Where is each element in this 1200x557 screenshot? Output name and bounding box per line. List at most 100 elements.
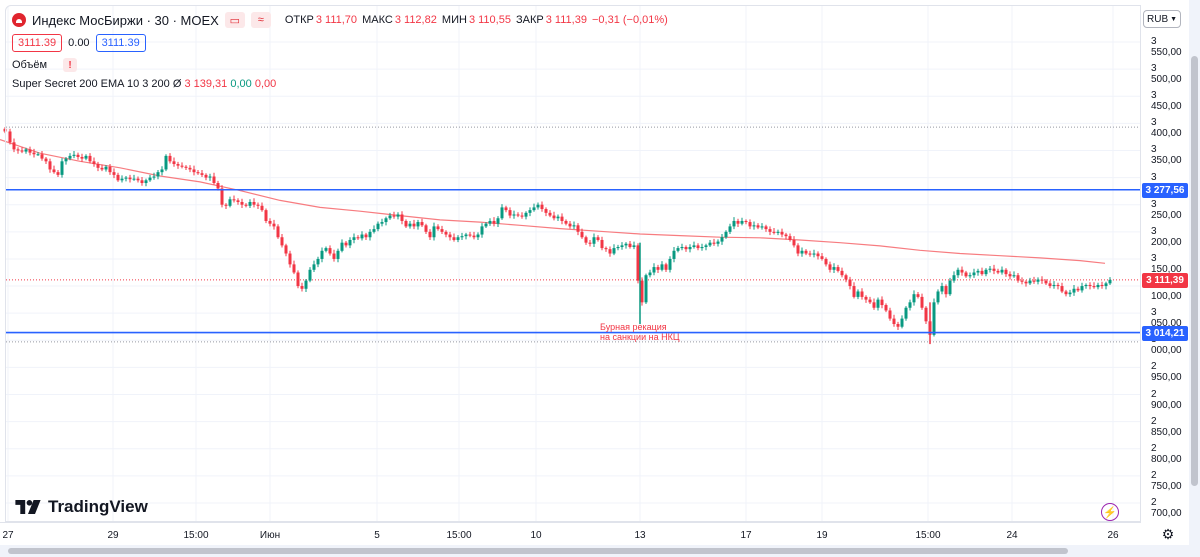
candle-body bbox=[148, 177, 152, 181]
candle-body bbox=[1068, 292, 1072, 295]
candle-body bbox=[408, 223, 412, 227]
candle-body bbox=[932, 302, 936, 335]
buy-price-button[interactable]: 3111.39 bbox=[95, 34, 146, 52]
candle-body bbox=[56, 172, 60, 175]
time-axis[interactable]: 27 29 15:00 Июн 5 15:00 10 13 17 19 15:00 24 26 bbox=[0, 522, 1141, 545]
candle-body bbox=[180, 165, 184, 167]
scrollbar-thumb-horizontal[interactable] bbox=[8, 548, 1068, 554]
warning-icon[interactable]: ! bbox=[63, 58, 78, 72]
candle-body bbox=[804, 250, 808, 254]
candle-body bbox=[676, 248, 680, 251]
currency-selector[interactable]: RUB ▼ bbox=[1143, 10, 1181, 28]
open-value: 3 111,70 bbox=[315, 14, 358, 26]
candle-body bbox=[8, 131, 12, 143]
candle-body bbox=[40, 154, 44, 159]
candle-body bbox=[344, 242, 348, 246]
price-chart[interactable] bbox=[0, 0, 1141, 522]
upper-level-price-label: 3 277,56 bbox=[1142, 182, 1188, 198]
spread-value: 0.00 bbox=[68, 37, 90, 49]
candle-body bbox=[104, 166, 108, 170]
horizontal-scrollbar[interactable] bbox=[0, 545, 1189, 557]
time-axis-tick: 19 bbox=[816, 530, 828, 541]
candle-body bbox=[88, 155, 92, 162]
candle-body bbox=[224, 204, 228, 206]
candle-body bbox=[460, 236, 464, 238]
candle-body bbox=[788, 236, 792, 240]
candle-body bbox=[736, 220, 740, 224]
candle-body bbox=[572, 225, 576, 227]
candle-body bbox=[628, 243, 632, 248]
candle-body bbox=[184, 166, 188, 168]
candle-body bbox=[1040, 279, 1044, 281]
chart-annotation[interactable]: Бурная рекация на санкции на НКЦ bbox=[600, 322, 679, 342]
candle-body bbox=[396, 214, 400, 217]
candle-body bbox=[608, 249, 612, 254]
candle-body bbox=[600, 239, 604, 249]
candle-body bbox=[456, 237, 460, 240]
sell-price-button[interactable]: 3111.39 bbox=[12, 34, 63, 52]
candle-body bbox=[144, 180, 148, 184]
candle-body bbox=[236, 200, 240, 202]
candle-body bbox=[368, 231, 372, 238]
candle-body bbox=[1052, 284, 1056, 287]
candle-body bbox=[988, 268, 992, 270]
candle-body bbox=[872, 302, 876, 308]
indicator-value-3: 0,00 bbox=[254, 78, 277, 90]
waves-icon[interactable]: ≈ bbox=[250, 12, 271, 28]
candle-body bbox=[216, 183, 220, 189]
candle-body bbox=[760, 226, 764, 228]
candle-body bbox=[640, 280, 644, 303]
candle-body bbox=[972, 272, 976, 276]
gear-icon[interactable]: ⚙ bbox=[1161, 526, 1175, 542]
candle-body bbox=[320, 250, 324, 259]
candle-body bbox=[360, 234, 364, 239]
candle-body bbox=[612, 248, 616, 254]
indicator-legend[interactable]: Super Secret 200 EMA 10 3 200 Ø 3 139,31… bbox=[12, 78, 276, 90]
candle-body bbox=[1076, 288, 1080, 291]
candle-body bbox=[800, 250, 804, 254]
high-label: МАКС bbox=[362, 14, 393, 26]
candle-body bbox=[260, 205, 264, 211]
candle-body bbox=[696, 245, 700, 249]
volume-legend[interactable]: Объём ! bbox=[12, 58, 78, 72]
chart-style-icon[interactable]: ▭ bbox=[224, 12, 245, 28]
candle-body bbox=[128, 177, 132, 180]
candle-body bbox=[312, 264, 316, 270]
candle-body bbox=[228, 199, 232, 206]
annotation-line-2: на санкции на НКЦ bbox=[600, 332, 680, 342]
price-axis-tick: 3 350,00 bbox=[1151, 144, 1182, 167]
candle-body bbox=[864, 296, 868, 300]
candle-body bbox=[232, 199, 236, 201]
scrollbar-thumb[interactable] bbox=[1191, 56, 1198, 486]
candle-body bbox=[348, 239, 352, 246]
candle-body bbox=[852, 286, 856, 297]
symbol-title[interactable]: Индекс МосБиржи · 30 · MOEX bbox=[32, 12, 219, 28]
candle-body bbox=[508, 210, 512, 216]
vertical-scrollbar[interactable] bbox=[1189, 0, 1200, 557]
candle-body bbox=[752, 225, 756, 227]
candle-body bbox=[892, 318, 896, 325]
candle-body bbox=[1036, 279, 1040, 282]
candle-body bbox=[68, 155, 72, 159]
close-label: ЗАКР bbox=[516, 14, 544, 26]
candle-body bbox=[328, 248, 332, 254]
tradingview-logo[interactable]: TradingView bbox=[14, 497, 148, 517]
candle-body bbox=[120, 178, 124, 181]
lightning-icon[interactable]: ⚡ bbox=[1101, 503, 1119, 521]
candle-body bbox=[1012, 275, 1016, 277]
candle-body bbox=[824, 258, 828, 265]
candle-body bbox=[140, 180, 144, 184]
candle-body bbox=[44, 158, 48, 162]
candle-body bbox=[240, 201, 244, 205]
candle-body bbox=[480, 226, 484, 235]
candle-body bbox=[996, 270, 1000, 273]
candle-body bbox=[684, 247, 688, 250]
time-axis-tick: 29 bbox=[107, 530, 119, 541]
candle-body bbox=[688, 247, 692, 250]
candle-body bbox=[516, 214, 520, 216]
candle-body bbox=[576, 225, 580, 232]
candle-body bbox=[828, 264, 832, 270]
candle-body bbox=[708, 242, 712, 246]
low-label: МИН bbox=[441, 14, 467, 26]
